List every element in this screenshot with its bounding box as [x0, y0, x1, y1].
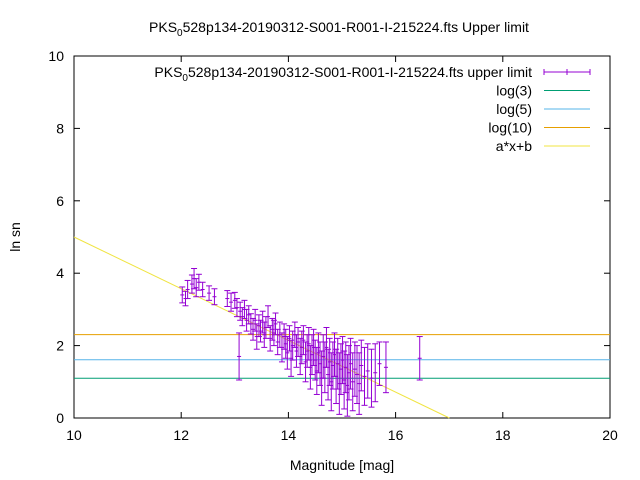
- legend-label-log10: log(10): [488, 120, 532, 136]
- data-point: [344, 354, 351, 417]
- y-tick-label: 0: [56, 410, 64, 426]
- data-point: [368, 348, 375, 408]
- x-tick-label: 20: [602, 427, 618, 443]
- data-point: [184, 279, 191, 300]
- data-point: [416, 336, 423, 381]
- y-tick-label: 8: [56, 120, 64, 136]
- data-point: [345, 345, 352, 401]
- data-point: [199, 281, 206, 298]
- data-point: [269, 317, 276, 341]
- legend-swatch-data: [543, 69, 591, 75]
- data-point: [179, 286, 186, 304]
- data-point: [236, 332, 243, 381]
- data-point: [372, 343, 379, 403]
- data-point: [364, 343, 371, 399]
- data-point: [312, 339, 319, 381]
- legend-label-log5: log(5): [496, 101, 532, 117]
- data-point: [376, 341, 383, 386]
- data-point: [358, 339, 365, 392]
- legend: PKS0528p134-20190312-S001-R001-I-215224.…: [154, 64, 591, 154]
- data-point: [310, 328, 317, 367]
- data-point: [347, 337, 354, 390]
- y-axis-label: ln sn: [7, 222, 23, 252]
- data-point: [361, 346, 368, 406]
- data-point: [193, 278, 200, 298]
- fit-line: [73, 236, 450, 419]
- legend-label-fit: a*x+b: [496, 138, 532, 154]
- y-tick-label: 6: [56, 193, 64, 209]
- data-point: [211, 288, 218, 306]
- x-tick-label: 14: [281, 427, 297, 443]
- x-axis-label: Magnitude [mag]: [290, 457, 394, 473]
- axis-ticks: 10 12 14 16 18 20 0 2 4 6 8 10: [48, 48, 618, 443]
- data-point: [349, 352, 356, 412]
- x-tick-label: 18: [495, 427, 511, 443]
- data-point: [382, 341, 389, 394]
- data-point: [257, 319, 264, 343]
- x-tick-label: 10: [66, 427, 82, 443]
- y-tick-label: 2: [56, 338, 64, 354]
- fit-line-group: [73, 236, 450, 419]
- data-point: [233, 298, 240, 318]
- y-tick-label: 10: [48, 48, 64, 64]
- legend-label-log3: log(3): [496, 83, 532, 99]
- x-tick-label: 16: [388, 427, 404, 443]
- data-point: [231, 291, 238, 309]
- chart-title: PKS0528p134-20190312-S001-R001-I-215224.…: [149, 19, 529, 39]
- data-point: [243, 308, 250, 332]
- data-point: [228, 292, 235, 312]
- y-tick-label: 4: [56, 265, 64, 281]
- data-point: [206, 285, 213, 301]
- x-tick-label: 12: [173, 427, 189, 443]
- threshold-lines: [74, 334, 610, 379]
- data-point: [284, 336, 291, 370]
- data-point: [354, 345, 361, 405]
- data-point: [224, 290, 231, 308]
- data-point: [351, 341, 358, 397]
- data-points: [179, 267, 423, 417]
- legend-label-data: PKS0528p134-20190312-S001-R001-I-215224.…: [154, 64, 532, 84]
